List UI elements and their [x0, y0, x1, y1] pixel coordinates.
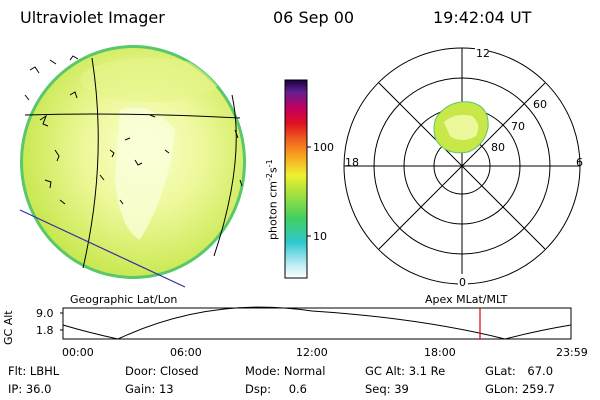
polar-label-70: 70	[511, 120, 525, 133]
colorbar-gradient	[284, 79, 308, 279]
date-label: 06 Sep 00	[273, 8, 355, 27]
timeline-tick-0: 00:00	[62, 346, 94, 359]
altitude-tick-bottom: 1.8	[36, 324, 54, 337]
timeline-tick-4: 23:59	[556, 346, 588, 359]
glon-field: GLon: 259.7	[485, 382, 555, 396]
glat-field: GLat: 67.0	[485, 364, 554, 378]
geographic-title: Geographic Lat/Lon	[70, 293, 178, 306]
timeline-frame	[62, 307, 572, 340]
gcalt-field: GC Alt: 3.1 Re	[365, 364, 446, 378]
timeline-tick-1: 06:00	[170, 346, 202, 359]
polar-label-bg-0	[458, 274, 468, 287]
polar-label-80: 80	[491, 141, 505, 154]
altitude-curve	[62, 306, 572, 340]
polar-label-18: 18	[345, 156, 359, 169]
time-label: 19:42:04 UT	[433, 8, 532, 27]
timeline-tick-3: 18:00	[424, 346, 456, 359]
colorbar-tick-label-10: 10	[313, 230, 327, 243]
app-title: Ultraviolet Imager	[20, 8, 165, 27]
polar-label-6: 6	[576, 156, 583, 169]
polar-aurora-oval	[433, 101, 489, 154]
ip-field: IP: 36.0	[8, 382, 52, 396]
flt-field: Flt: LBHL	[8, 364, 60, 378]
dsp-field: Dsp: 0.6	[245, 382, 307, 396]
polar-diagonal-2	[378, 82, 546, 250]
polar-label-0: 0	[459, 276, 466, 289]
coastline-overlay	[39, 91, 170, 205]
polar-label-12: 12	[476, 47, 490, 60]
timeline-tick-2: 12:00	[296, 346, 328, 359]
seq-field: Seq: 39	[365, 382, 409, 396]
coastline-outside	[24, 55, 243, 187]
gain-field: Gain: 13	[125, 382, 174, 396]
colorbar-tick-label-100: 100	[313, 141, 334, 154]
door-field: Door: Closed	[125, 364, 199, 378]
satellite-track	[19, 209, 186, 288]
apex-title: Apex MLat/MLT	[425, 293, 508, 306]
altitude-tick-top: 9.0	[36, 307, 54, 320]
polar-label-60: 60	[533, 98, 547, 111]
polar-label-bg-12	[475, 47, 489, 60]
earth-disk	[20, 45, 246, 279]
mode-field: Mode: Normal	[245, 364, 326, 378]
